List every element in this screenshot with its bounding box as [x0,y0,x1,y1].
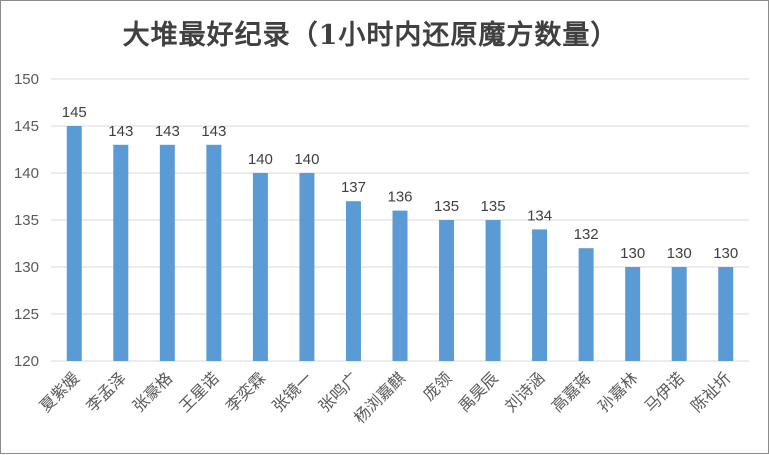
x-tick-label: 庞领 [419,368,455,404]
data-label: 132 [574,226,599,243]
data-label: 130 [713,245,738,262]
data-label: 143 [108,123,133,140]
x-tick-label: 张镜一 [268,368,315,415]
bar [392,210,408,361]
x-tick-label: 杨浏嘉麒 [350,368,409,427]
bar [671,267,687,361]
data-label: 135 [434,198,459,215]
bar [252,173,268,361]
x-tick-label: 高嘉蒋 [548,368,595,415]
bar [532,229,548,361]
bar [66,126,82,361]
x-tick-label: 李奕霖 [222,368,269,415]
bar [159,144,175,361]
x-tick-label: 马伊诺 [641,368,688,415]
y-tick-label: 130 [14,259,39,276]
data-label: 135 [481,198,506,215]
x-tick-label: 孙嘉林 [594,368,641,415]
data-label: 137 [341,179,366,196]
data-label: 143 [201,123,226,140]
data-label: 130 [620,245,645,262]
x-tick-label: 李孟泽 [82,368,129,415]
x-tick-label: 夏紫媛 [36,368,83,415]
bar [625,267,641,361]
data-label: 140 [294,151,319,168]
data-label: 140 [248,151,273,168]
x-tick-label: 张豪格 [129,368,176,415]
x-tick-label: 刘诗涵 [501,368,548,415]
bar [718,267,734,361]
x-tick-label: 禹昊辰 [455,368,502,415]
bar [206,144,222,361]
bar [578,248,594,361]
y-tick-label: 120 [14,353,39,370]
data-label: 134 [527,207,552,224]
data-label: 136 [387,189,412,206]
data-label: 145 [62,104,87,121]
data-label: 143 [155,123,180,140]
y-tick-label: 125 [14,306,39,323]
chart-title: 大堆最好纪录（1小时内还原魔方数量） [122,20,619,51]
x-tick-label: 陈祉圻 [687,368,734,415]
bar [345,201,361,361]
y-tick-label: 135 [14,212,39,229]
bar [299,173,315,361]
y-tick-label: 140 [14,165,39,182]
x-tick-label: 王星诺 [175,368,222,415]
y-tick-label: 150 [14,71,39,88]
bar [485,220,501,361]
y-tick-label: 145 [14,118,39,135]
bar [113,144,129,361]
bar [439,220,455,361]
data-label: 130 [667,245,692,262]
